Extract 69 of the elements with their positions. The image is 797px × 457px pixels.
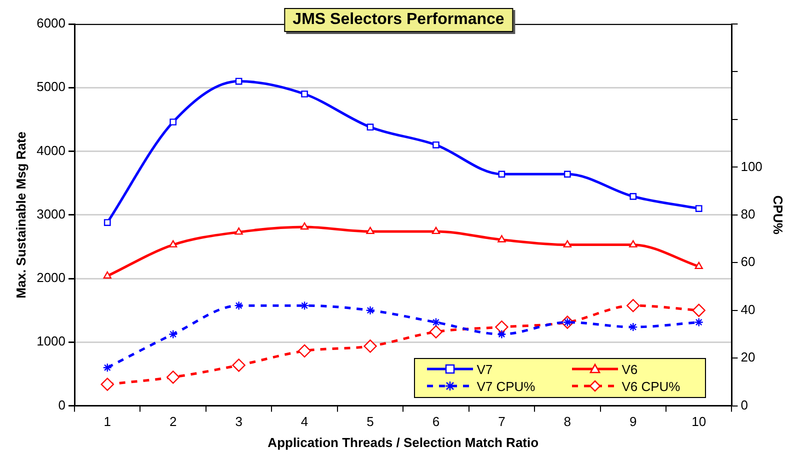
point [104, 219, 111, 226]
point [694, 318, 704, 327]
y-tick-label: 0 [58, 397, 66, 412]
y-tick-label: 1000 [36, 334, 66, 349]
x-tick-label: 2 [169, 414, 177, 430]
legend-label: V7 [476, 362, 493, 377]
y-tick-label: 3000 [36, 206, 66, 222]
point [626, 298, 640, 312]
y-tick-label: 6000 [36, 16, 66, 31]
y2-tick-label: 20 [740, 350, 756, 365]
y2-tick-label: 40 [740, 302, 756, 317]
point [629, 240, 638, 248]
x-tick-label: 1 [104, 414, 111, 430]
point [432, 141, 440, 148]
legend-label: V6 [622, 362, 638, 377]
point [695, 205, 702, 212]
point [694, 262, 703, 270]
legend-label: V7 CPU% [476, 378, 536, 394]
point [298, 344, 312, 358]
x-tick-label: 7 [498, 414, 506, 430]
point [300, 222, 309, 230]
x-tick-label: 6 [432, 414, 440, 430]
point [234, 227, 243, 235]
x-tick-label: 4 [300, 414, 308, 430]
y-tick-label: 4000 [36, 142, 66, 158]
point [166, 370, 180, 384]
point [498, 170, 506, 178]
y2-tick-label: 60 [740, 254, 756, 270]
point [366, 226, 374, 234]
point [564, 170, 571, 178]
point [366, 306, 375, 315]
point [495, 320, 508, 334]
point [692, 304, 706, 317]
y2-axis-title: CPU% [770, 195, 786, 235]
y2-tick-label: 100 [740, 158, 762, 174]
point [170, 118, 177, 126]
y2-tick-label: 80 [740, 206, 756, 222]
x-tick-label: 3 [235, 414, 242, 430]
x-tick-label: 8 [564, 414, 572, 430]
point [563, 240, 572, 248]
point [103, 271, 112, 279]
point [429, 325, 443, 338]
point [630, 193, 637, 200]
point [431, 318, 441, 327]
y2-tick-label: 0 [740, 397, 748, 412]
point [100, 378, 114, 391]
point [234, 300, 244, 310]
point [301, 90, 308, 98]
point [628, 322, 638, 332]
point [232, 358, 246, 372]
x-tick-label: 5 [366, 414, 374, 430]
y-tick-label: 2000 [36, 270, 66, 286]
point [498, 235, 506, 242]
point [300, 300, 310, 310]
y-tick-label: 5000 [36, 79, 66, 94]
point [432, 226, 440, 234]
point [102, 363, 112, 372]
legend-label: V6 CPU% [622, 378, 680, 394]
point [168, 330, 178, 339]
point [235, 78, 242, 85]
x-axis-title: Application Threads / Selection Match Ratio [268, 434, 539, 450]
y-axis-title: Max. Sustainable Msg Rate [13, 131, 28, 298]
x-tick-label: 10 [692, 414, 706, 430]
point [364, 340, 377, 353]
x-tick-label: 9 [630, 414, 637, 430]
chart-title: JMS Selectors Performance [284, 8, 514, 32]
point [169, 240, 178, 248]
point [366, 124, 374, 131]
point [497, 330, 506, 339]
